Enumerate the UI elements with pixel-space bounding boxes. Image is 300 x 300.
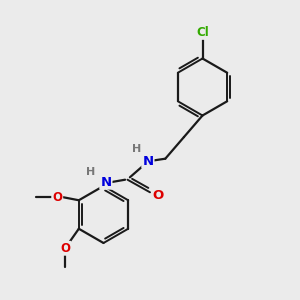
Text: O: O (52, 191, 62, 204)
Text: O: O (153, 189, 164, 202)
Text: Cl: Cl (196, 26, 209, 39)
Text: O: O (60, 242, 70, 255)
Text: N: N (100, 176, 112, 189)
Text: H: H (132, 143, 141, 154)
Text: H: H (86, 167, 95, 177)
Text: N: N (142, 154, 154, 168)
